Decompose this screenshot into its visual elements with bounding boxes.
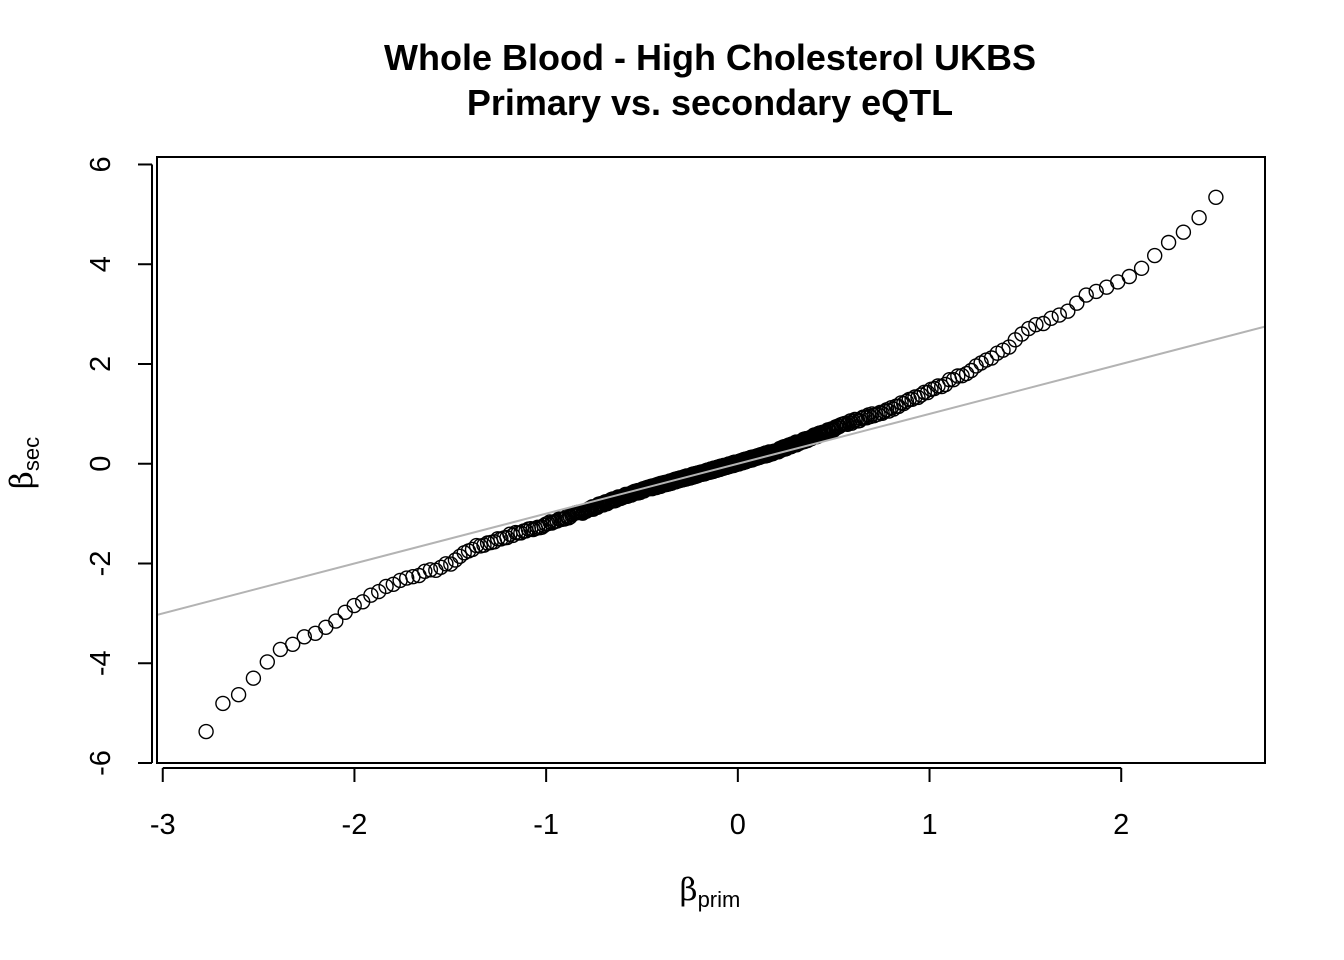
scatter-point [1208, 189, 1224, 206]
scatter-point [328, 613, 344, 629]
scatter-point [983, 350, 1000, 366]
scatter-point [904, 391, 920, 407]
scatter-point [1035, 315, 1052, 332]
scatter-point [1051, 307, 1068, 323]
scatter-point [945, 372, 962, 388]
scatter-point [399, 570, 415, 586]
scatter-point [896, 395, 912, 412]
y-tick-label: -6 [85, 750, 117, 776]
plot-frame [156, 156, 1266, 764]
scatter-point [198, 723, 214, 740]
x-tick-label: 2 [1113, 809, 1129, 841]
scatter-point [1146, 247, 1163, 264]
scatter-point [443, 556, 459, 572]
y-tick-label: 2 [85, 356, 117, 372]
y-axis: -6 -4 -2 0 2 4 6 [85, 156, 153, 776]
scatter-point [926, 380, 943, 397]
scatter-point [1121, 268, 1138, 285]
y-axis-label: βsec [4, 437, 44, 489]
scatter-point [337, 604, 353, 620]
scatter-point [1133, 260, 1150, 276]
scatter-point [259, 654, 275, 670]
scatter-point [1078, 287, 1094, 303]
x-axis-label-subscript: prim [698, 887, 741, 912]
scatter-point [963, 362, 979, 379]
scatter-point [438, 556, 454, 572]
y-tick-label: -2 [85, 551, 117, 577]
y-tick-label: 0 [85, 456, 117, 472]
y-axis-label-subscript: sec [19, 437, 44, 471]
x-tick-label: 0 [730, 809, 746, 841]
scatter-point [1175, 224, 1192, 240]
chart-title: Whole Blood - High Cholesterol UKBS [384, 37, 1036, 78]
scatter-point [1060, 303, 1076, 319]
scatter-point [285, 636, 301, 652]
scatter-point [422, 562, 439, 578]
scatter-point [447, 552, 464, 568]
y-axis-label-symbol: β [4, 471, 40, 489]
scatter-point [346, 597, 362, 614]
scatter-point [464, 541, 481, 558]
x-tick-label: -2 [342, 809, 368, 841]
x-tick-label: 1 [921, 809, 937, 841]
y-tick-label: 4 [85, 256, 117, 272]
scatter-point [318, 619, 334, 635]
scatter-point [1043, 310, 1059, 326]
x-axis-label-symbol: β [680, 872, 698, 908]
x-axis: -3 -2 -1 0 1 2 [150, 767, 1129, 841]
scatter-point [296, 629, 312, 645]
y-tick-label: -4 [85, 650, 117, 676]
x-tick-label: -3 [150, 809, 176, 841]
scatter-point [468, 537, 485, 554]
scatter-point [245, 670, 262, 686]
y-tick-label: 6 [85, 156, 117, 172]
scatter-points [198, 189, 1224, 740]
scatter-point [230, 687, 247, 703]
scatter-point [874, 405, 890, 421]
scatter-point [433, 559, 449, 575]
scatter-point [452, 548, 468, 564]
scatter-point [1088, 283, 1104, 300]
scatter-point [417, 563, 433, 579]
identity-line [157, 325, 1265, 616]
scatter-point [852, 412, 868, 429]
chart-subtitle: Primary vs. secondary eQTL [467, 82, 953, 123]
scatter-point [958, 365, 975, 382]
scatter-point [476, 537, 492, 553]
x-axis-label: βprim [680, 872, 741, 912]
scatter-point [1160, 234, 1177, 251]
scatter-point [950, 368, 966, 384]
scatter-point [1028, 317, 1044, 333]
scatter-point [937, 376, 954, 393]
scatter-point [1020, 320, 1037, 337]
scatter-point [378, 578, 394, 595]
scatter-point [1069, 295, 1085, 311]
x-tick-label: -1 [533, 809, 559, 841]
scatter-point [1191, 209, 1207, 226]
scatter-point [215, 695, 231, 712]
scatter-point [363, 587, 379, 603]
